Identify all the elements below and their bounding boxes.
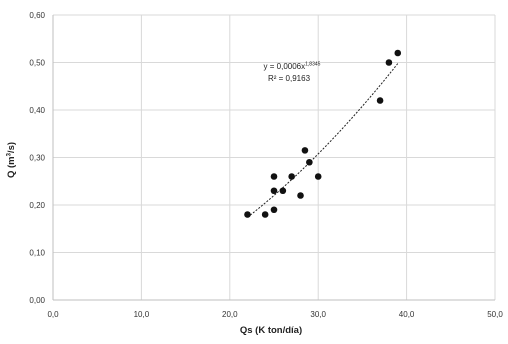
y-axis-title: Q (m3/s) — [6, 142, 17, 178]
y-tick-label: 0,30 — [29, 154, 45, 163]
y-axis-title-end: /s) — [6, 142, 17, 153]
grid-lines — [53, 14, 496, 300]
data-point — [394, 49, 402, 57]
y-tick-label: 0,60 — [29, 11, 45, 20]
y-tick-label: 0,10 — [29, 249, 45, 258]
x-tick-label: 30,0 — [310, 310, 326, 319]
y-axis-title-sup: 3 — [7, 152, 13, 156]
data-point — [376, 97, 384, 104]
r-squared-label: R² = 0,9163 — [268, 74, 311, 83]
data-point — [297, 192, 304, 199]
x-axis-title: Qs (K ton/día) — [240, 325, 302, 336]
data-point — [288, 173, 295, 180]
y-tick-label: 0,00 — [29, 296, 45, 305]
y-tick-label: 0,40 — [29, 106, 45, 115]
data-point — [306, 158, 313, 166]
equation-exponent: 1,8345 — [305, 62, 321, 68]
data-point — [244, 211, 251, 218]
data-point — [261, 211, 269, 218]
x-tick-label: 50,0 — [487, 310, 503, 319]
data-point — [279, 187, 287, 195]
data-point — [270, 206, 278, 214]
data-points — [244, 49, 402, 218]
axes — [52, 15, 495, 301]
data-point — [385, 59, 393, 66]
y-tick-label: 0,20 — [29, 201, 45, 210]
equation-base: y = 0,0006x — [264, 62, 306, 71]
trendline-equation: y = 0,0006x1,8345 — [264, 62, 321, 72]
trendline — [247, 63, 399, 218]
y-tick-label: 0,50 — [29, 59, 45, 68]
data-point — [270, 173, 278, 180]
x-tick-label: 20,0 — [222, 310, 238, 319]
x-tick-label: 40,0 — [399, 310, 415, 319]
y-axis-title-main: Q (m — [6, 156, 17, 178]
x-tick-label: 0,0 — [47, 310, 59, 319]
tick-labels: 0,00 0,10 0,20 0,30 0,40 0,50 0,60 0,0 10,0 20,0 3… — [29, 11, 503, 319]
x-tick-label: 10,0 — [134, 310, 150, 319]
data-point — [270, 187, 278, 195]
data-point — [301, 147, 309, 154]
data-point — [314, 173, 322, 180]
